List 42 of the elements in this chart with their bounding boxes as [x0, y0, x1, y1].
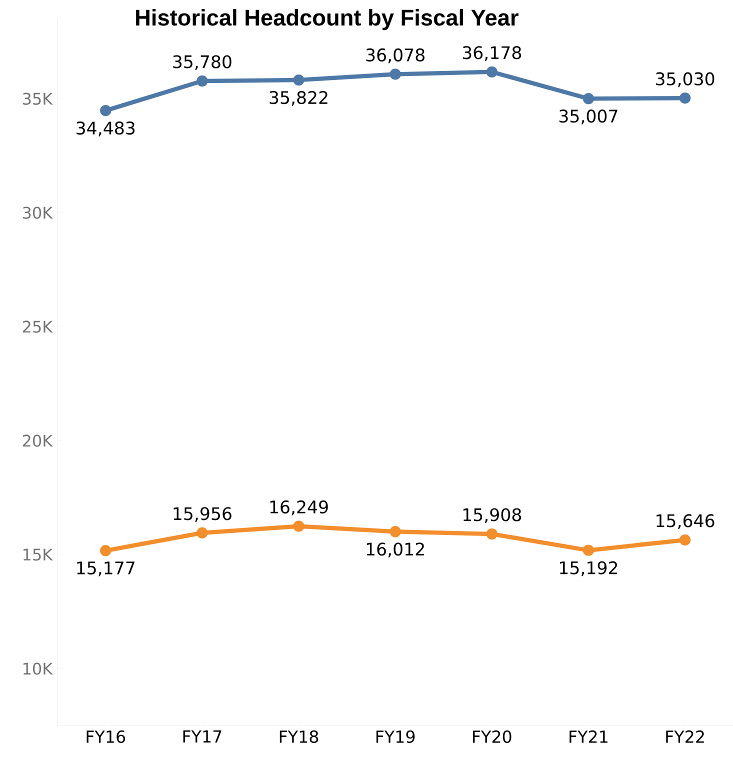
point	[679, 534, 691, 546]
point	[100, 104, 112, 116]
point	[100, 545, 112, 556]
point	[486, 528, 498, 540]
x-tick-label: FY16	[86, 730, 126, 743]
data-label: 16,249	[270, 500, 328, 516]
data-label: 34,483	[76, 122, 135, 136]
data-label: 15,646	[656, 514, 714, 530]
y-tick-label: 30K	[22, 206, 53, 219]
y-tick-label: 10K	[24, 662, 53, 675]
point	[196, 75, 208, 87]
chart-title: Historical Headcount by Fiscal Year	[136, 9, 518, 30]
point	[390, 68, 401, 80]
x-tick-label: FY21	[570, 730, 608, 743]
x-tick-label: FY20	[473, 730, 512, 743]
data-label: 15,956	[174, 507, 232, 522]
point	[679, 92, 691, 104]
x-tick-label: FY18	[280, 730, 318, 743]
point	[293, 74, 304, 86]
data-label: 35,007	[559, 110, 618, 124]
data-label: 35,030	[656, 72, 714, 88]
data-label: 15,192	[560, 561, 618, 576]
data-label: 36,078	[366, 48, 424, 64]
point	[582, 544, 594, 556]
data-label: 35,780	[173, 55, 232, 70]
data-label: 16,012	[366, 542, 424, 558]
data-label: 36,178	[462, 46, 522, 61]
point	[196, 527, 208, 539]
y-tick-label: 20K	[22, 434, 53, 447]
x-tick-label: FY22	[666, 730, 704, 743]
point	[582, 93, 594, 104]
y-tick-label: 35K	[22, 92, 53, 105]
x-tick-label: FY17	[183, 730, 222, 743]
x-tick-label: FY19	[376, 730, 415, 743]
data-label: 15,177	[77, 562, 134, 576]
point	[293, 520, 304, 532]
point	[486, 66, 498, 78]
point	[390, 526, 401, 538]
y-tick-label: 25K	[22, 320, 53, 333]
data-label: 15,908	[463, 508, 522, 524]
y-tick-label: 15K	[24, 548, 53, 561]
data-label: 35,822	[270, 90, 328, 106]
